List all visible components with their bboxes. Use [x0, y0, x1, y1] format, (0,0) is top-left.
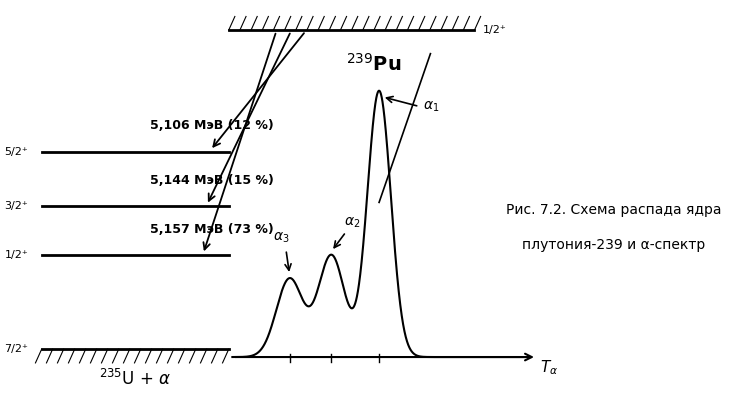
Text: 1/2⁺: 1/2⁺	[5, 250, 29, 260]
Text: $\alpha_1$: $\alpha_1$	[423, 99, 439, 114]
Text: 5,106 МэВ (12 %): 5,106 МэВ (12 %)	[150, 119, 274, 132]
Text: $^{235}$U + $\alpha$: $^{235}$U + $\alpha$	[99, 368, 172, 389]
Text: $\alpha_3$: $\alpha_3$	[272, 231, 289, 245]
Text: 5,157 МэВ (73 %): 5,157 МэВ (73 %)	[150, 223, 274, 236]
Text: Рис. 7.2. Схема распада ядра: Рис. 7.2. Схема распада ядра	[506, 203, 721, 217]
Text: 5,144 МэВ (15 %): 5,144 МэВ (15 %)	[150, 174, 274, 187]
Text: 5/2⁺: 5/2⁺	[5, 146, 29, 156]
Text: $^{239}$Pu: $^{239}$Pu	[346, 52, 401, 74]
Text: 7/2⁺: 7/2⁺	[5, 344, 29, 354]
Text: 1/2⁺: 1/2⁺	[483, 25, 507, 35]
Text: 3/2⁺: 3/2⁺	[5, 201, 29, 211]
Text: $T_{\alpha}$: $T_{\alpha}$	[541, 358, 559, 376]
Text: $\alpha_2$: $\alpha_2$	[344, 216, 360, 230]
Text: плутония-239 и α-спектр: плутония-239 и α-спектр	[522, 239, 705, 252]
